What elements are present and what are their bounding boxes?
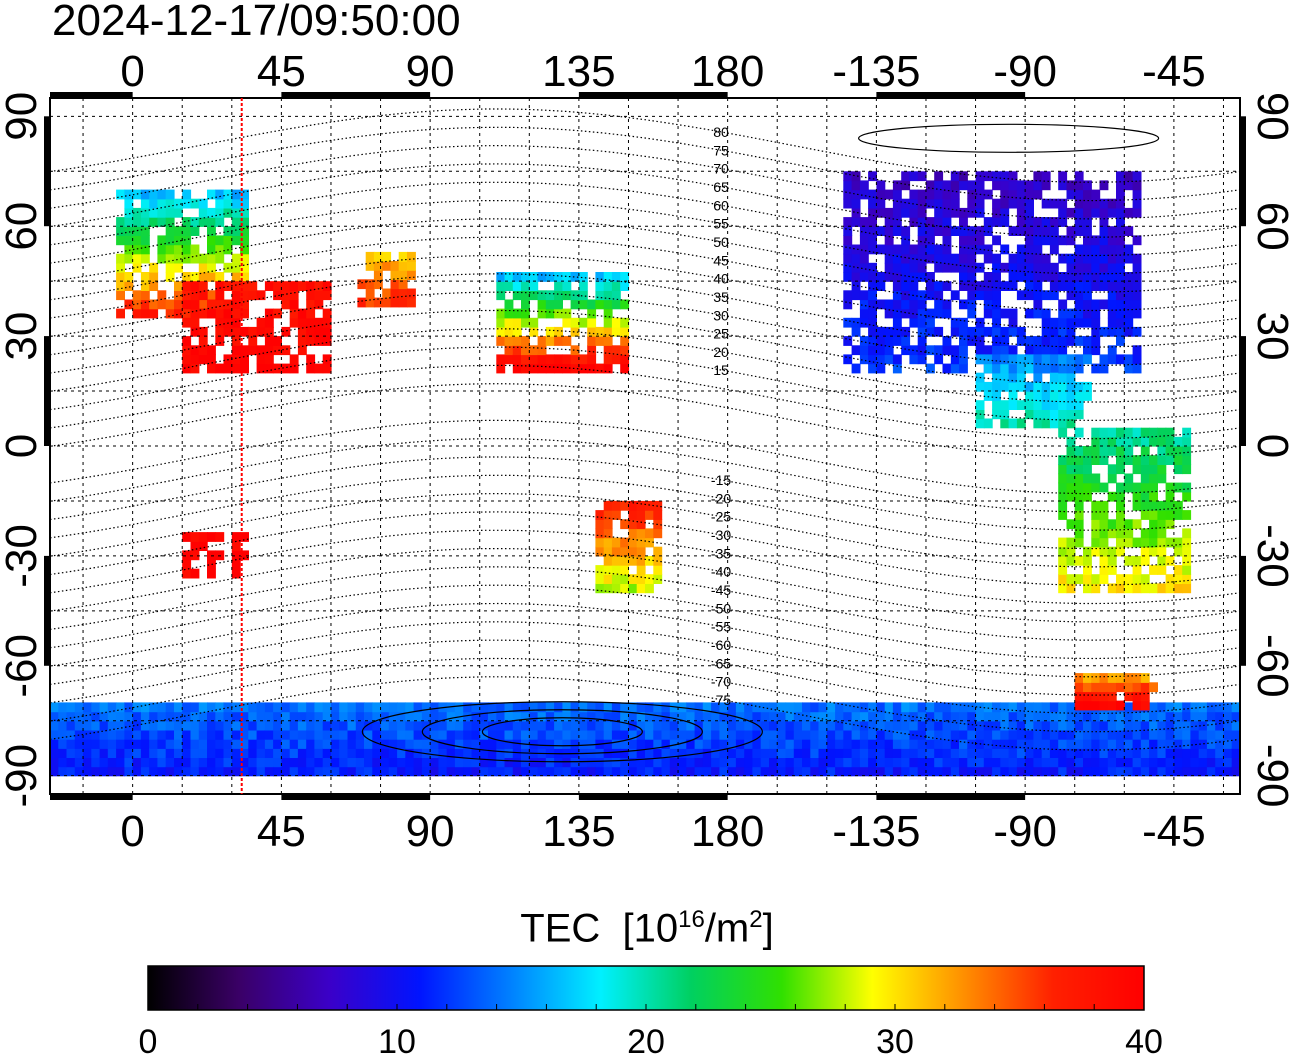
top-lon-label: 135: [542, 47, 615, 96]
top-lon-label: 45: [257, 47, 306, 96]
contour-label: 70: [713, 161, 729, 177]
colorbar-tick-label: 20: [627, 1023, 665, 1057]
top-lon-label: -90: [993, 47, 1057, 96]
contour-label: -25: [711, 509, 731, 525]
bottom-lon-label: 90: [406, 807, 455, 856]
right-lat-label: 30: [1248, 312, 1294, 361]
left-lat-label: 60: [0, 202, 46, 251]
tec-regions: [50, 171, 1241, 777]
tec-region-north-africa-middle-east: [182, 281, 332, 374]
tec-region-north-america: [843, 171, 1142, 374]
bottom-lon-label: -135: [832, 807, 920, 856]
colorbar: [147, 965, 1145, 1011]
colorbar-unit-end: ]: [762, 906, 774, 951]
top-lon-label: 180: [691, 47, 764, 96]
left-lat-label: 0: [0, 434, 46, 458]
colorbar-tick-label: 10: [378, 1023, 416, 1057]
top-lon-label: 90: [406, 47, 455, 96]
contour-label: 25: [713, 326, 729, 342]
south-pole-contour-1: [421, 709, 703, 755]
top-lon-label: -135: [832, 47, 920, 96]
contour-label: -60: [711, 637, 731, 653]
tec-region-central-america: [975, 354, 1092, 429]
colorbar-unit-exp: 16: [678, 906, 705, 933]
contour-label: 35: [713, 289, 729, 305]
left-lat-label: -30: [0, 524, 46, 588]
bottom-lon-label: -45: [1142, 807, 1206, 856]
contour-label: 20: [713, 344, 729, 360]
contour-labels: 80 75 70 65 60 55 50 45 40 35 30 25 20 15 -15 -20 -25 -30…: [711, 124, 731, 708]
contour-label: 30: [713, 307, 729, 323]
contour-label: 80: [713, 124, 729, 140]
left-latitude-labels: 90 60 30 0 -30 -60 -90: [0, 92, 46, 808]
contour-label: 75: [713, 142, 729, 158]
contour-label: -15: [711, 472, 731, 488]
map-title: 2024-12-17/09:50:00: [52, 0, 461, 45]
colorbar-unit-base: [10: [622, 906, 679, 951]
contour-label: -40: [711, 564, 731, 580]
left-lat-label: -60: [0, 634, 46, 698]
south-pole-contour-0: [481, 717, 643, 747]
tec-region-south-africa: [182, 532, 249, 579]
bottom-longitude-labels: 0 45 90 135 180 -135 -90 -45: [120, 807, 1205, 856]
colorbar-tick-label: 30: [876, 1023, 914, 1057]
colorbar-title: TEC [1016/m2]: [0, 906, 1294, 951]
right-lat-label: 60: [1248, 202, 1294, 251]
tec-region-antarctic-peninsula: [1074, 673, 1158, 711]
contour-label: -55: [711, 619, 731, 635]
contour-label: 40: [713, 271, 729, 287]
north-pole-contour: [858, 123, 1160, 153]
contour-label: -20: [711, 490, 731, 506]
right-lat-label: -60: [1248, 634, 1294, 698]
bottom-lon-label: 135: [542, 807, 615, 856]
contour-label: -70: [711, 674, 731, 690]
bottom-lon-label: 180: [691, 807, 764, 856]
bottom-lon-label: -90: [993, 807, 1057, 856]
contour-label: 60: [713, 197, 729, 213]
left-lat-label: 30: [0, 312, 46, 361]
colorbar-quantity: TEC: [520, 906, 601, 951]
left-lat-label: 90: [0, 92, 46, 141]
colorbar-unit-exp2: 2: [749, 906, 763, 933]
contour-label: -65: [711, 655, 731, 671]
contour-label: -30: [711, 527, 731, 543]
right-lat-label: -30: [1248, 524, 1294, 588]
right-lat-label: -90: [1248, 744, 1294, 808]
frame-bars: [44, 92, 1246, 800]
contour-label: -35: [711, 545, 731, 561]
right-latitude-labels: 90 60 30 0 -30 -60 -90: [1248, 92, 1294, 808]
top-lon-label: 0: [120, 47, 144, 96]
contour-label: 65: [713, 179, 729, 195]
contour-label: -45: [711, 582, 731, 598]
south-pole-contour-2: [361, 701, 763, 763]
bottom-lon-label: 45: [257, 807, 306, 856]
contour-label: 55: [713, 216, 729, 232]
tec-region-south-america: [1058, 427, 1192, 594]
colorbar-tick-label: 0: [139, 1023, 158, 1057]
colorbar-unit-mid: /m: [704, 906, 750, 951]
contour-label: 45: [713, 252, 729, 268]
right-lat-label: 90: [1248, 92, 1294, 141]
colorbar-ticks: 0 10 20 30 40: [139, 1004, 1163, 1057]
map-grid: [50, 98, 1240, 794]
top-lon-label: -45: [1142, 47, 1206, 96]
magnetic-latitude-contours: [49, 108, 1241, 763]
right-lat-label: 0: [1248, 434, 1294, 458]
contour-label: 15: [713, 362, 729, 378]
top-longitude-labels: 0 45 90 135 180 -135 -90 -45: [120, 47, 1205, 96]
bottom-lon-label: 0: [120, 807, 144, 856]
tec-region-east-asia: [496, 272, 630, 374]
colorbar-tick-label: 40: [1125, 1023, 1163, 1057]
contour-label: 50: [713, 234, 729, 250]
left-lat-label: -90: [0, 744, 46, 808]
contour-label: -75: [711, 692, 731, 708]
tec-region-central-asia: [357, 251, 416, 308]
contour-label: -50: [711, 600, 731, 616]
